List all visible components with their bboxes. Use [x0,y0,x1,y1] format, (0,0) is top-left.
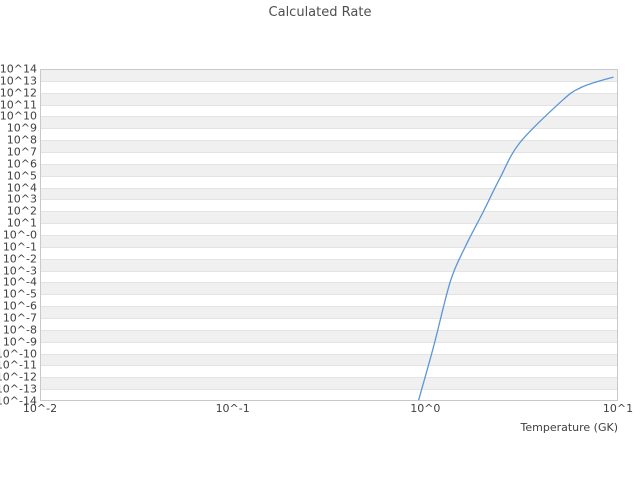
plot-band [40,271,618,282]
plot-band [40,294,618,306]
chart-title: Calculated Rate [268,5,372,20]
x-tick-label: 10^-1 [215,402,250,415]
gridline [40,342,618,343]
y-tick-label: 10^-7 [2,311,37,325]
rate-curve-path [417,76,614,401]
y-tick-label: 10^-3 [2,264,37,278]
gridline [40,259,618,260]
gridline [40,128,618,129]
y-tick-label: 10^3 [6,192,37,206]
gridline [40,93,618,94]
y-tick-label: 10^13 [0,74,37,88]
plot-band [40,389,618,401]
plot-band [40,235,618,247]
y-tick-label: 10^-12 [0,370,37,384]
gridline [40,188,618,189]
plot-band [40,128,618,140]
gridline [40,223,618,224]
gridline [40,164,618,165]
plot-band [40,188,618,199]
gridline [40,271,618,272]
y-tick-label: 10^-0 [2,228,37,242]
gridline [40,377,618,378]
y-tick-label: 10^7 [6,145,37,159]
y-tick-label: 10^-10 [0,347,37,361]
gridline [40,365,618,366]
gridline [40,247,618,248]
rate-curve [417,76,614,401]
gridline [40,282,618,283]
gridline [40,176,618,177]
plot-band [40,282,618,294]
gridline [40,211,618,212]
y-tick-label: 10^-9 [2,335,37,349]
y-tick-label: 10^4 [6,181,37,195]
x-tick-label: 10^0 [410,402,441,415]
plot-band [40,93,618,105]
y-tick-label: 10^14 [0,62,37,76]
y-tick-label: 10^6 [6,157,37,171]
plot-band [40,140,618,152]
y-tick-label: 10^-1 [2,240,37,254]
gridline [40,140,618,141]
plot-band [40,164,618,176]
gridline [40,294,618,295]
x-axis-title: Temperature (GK) [520,421,619,434]
gridline [40,330,618,331]
y-tick-label: 10^1 [6,216,37,230]
y-tick-label: 10^-5 [2,287,37,301]
plot-band [40,247,618,259]
plot-band [40,81,618,93]
y-tick-label: 10^2 [6,204,37,218]
plot-band [40,105,618,116]
plot-band [40,69,618,81]
plot-band [40,330,618,342]
y-tick-label: 10^12 [0,86,37,100]
plot-band [40,342,618,354]
gridline [40,354,618,355]
plot-band [40,365,618,377]
y-tick-label: 10^5 [6,169,37,183]
plot-band [40,116,618,128]
plot-band [40,152,618,164]
plot-band [40,377,618,389]
y-tick-label: 10^-11 [0,358,37,372]
plot-band [40,354,618,365]
y-tick-label: 10^8 [6,133,37,147]
gridline [40,306,618,307]
plot-band [40,211,618,223]
y-tick-label: 10^-6 [2,299,37,313]
y-tick-label: 10^11 [0,98,37,112]
plot-band [40,176,618,188]
gridline [40,81,618,82]
plot-band [40,306,618,318]
gridline [40,152,618,153]
plot-band [40,318,618,330]
gridline [40,116,618,117]
gridline [40,199,618,200]
plot-band [40,259,618,271]
y-tick-label: 10^-14 [0,394,37,408]
y-tick-label: 10^-8 [2,323,37,337]
y-tick-label: 10^10 [0,109,37,123]
plot-area [40,69,618,401]
gridline [40,105,618,106]
y-tick-label: 10^9 [6,121,37,135]
y-tick-label: 10^-13 [0,382,37,396]
plot-band [40,199,618,211]
gridline [40,318,618,319]
x-tick-label: 10^-2 [22,402,58,415]
gridline [40,389,618,390]
x-tick-label: 10^1 [602,402,634,415]
y-tick-label: 10^-2 [2,252,37,266]
gridline [40,235,618,236]
plot-band [40,223,618,235]
y-tick-label: 10^-4 [2,275,37,289]
